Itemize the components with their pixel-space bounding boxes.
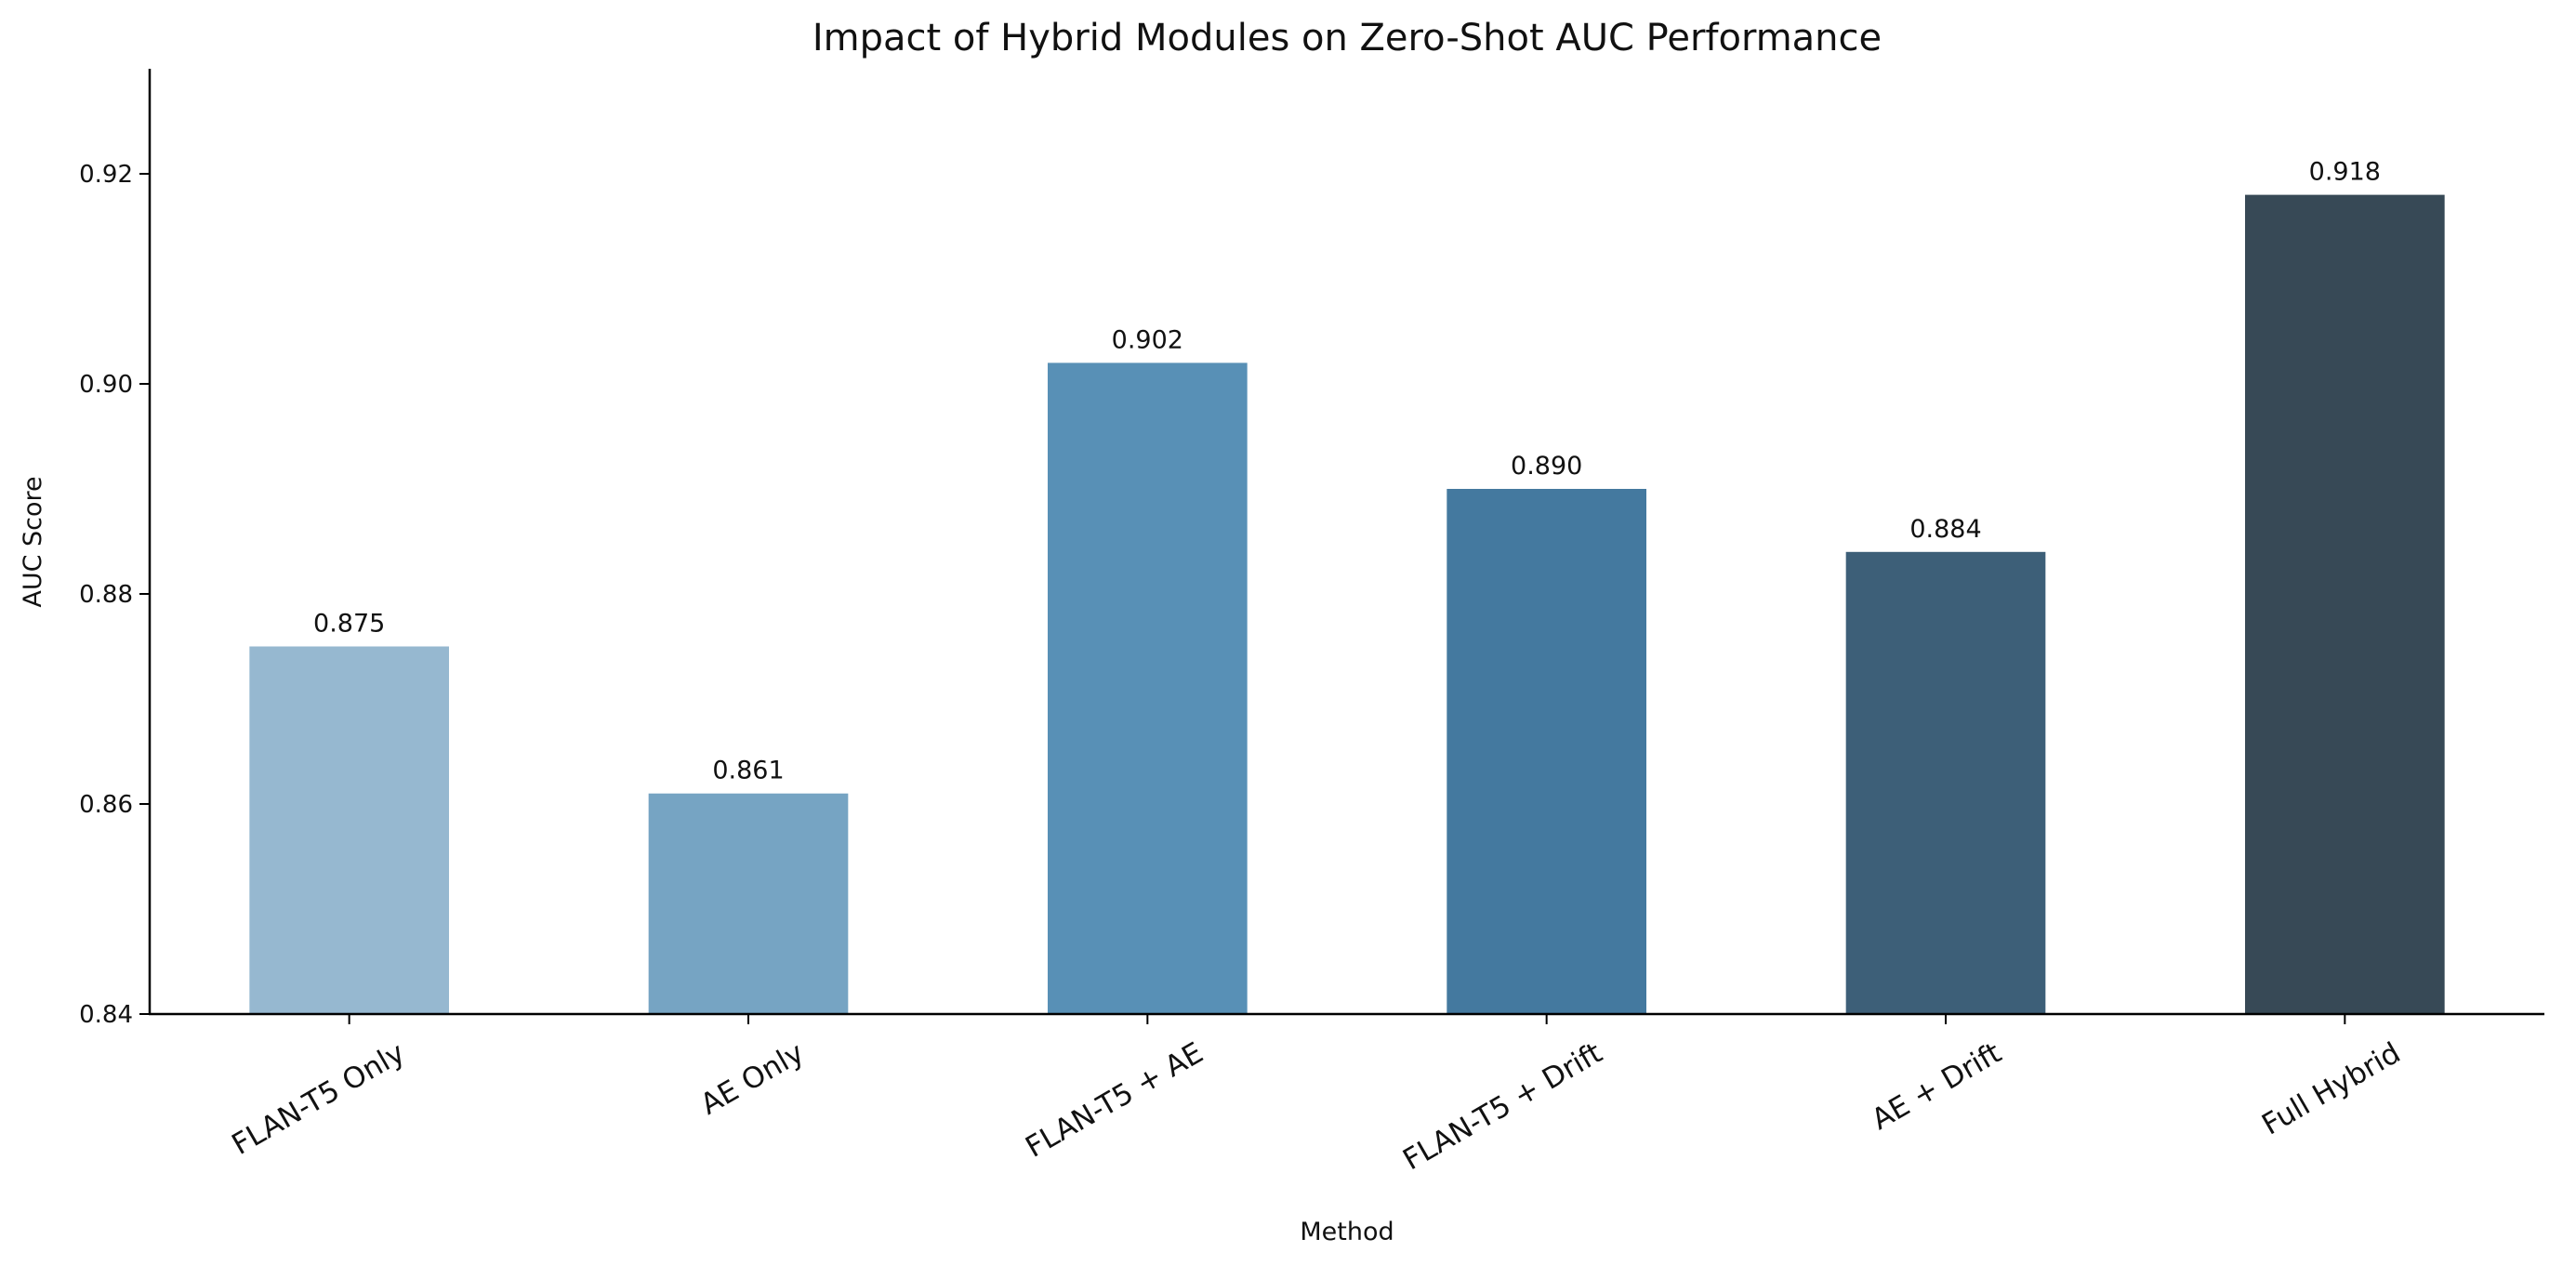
data-label-5: 0.918 (2309, 158, 2381, 187)
data-label-3: 0.890 (1511, 452, 1582, 481)
x-tick-label-1: AE Only (695, 1036, 810, 1122)
x-tick-label-0: FLAN-T5 Only (226, 1036, 410, 1162)
y-tick-label-4: 0.92 (79, 161, 133, 189)
chart-title: Impact of Hybrid Modules on Zero-Shot AU… (812, 17, 1882, 59)
x-tick-label-5: Full Hybrid (2256, 1036, 2406, 1142)
y-tick-label-1: 0.86 (79, 791, 133, 819)
data-label-4: 0.884 (1909, 515, 1981, 544)
x-tick-label-3: FLAN-T5 + Drift (1397, 1036, 1607, 1178)
bar-5 (2245, 194, 2445, 1015)
x-tick-label-4: AE + Drift (1866, 1036, 2007, 1137)
data-label-1: 0.861 (712, 757, 784, 785)
bar-4 (1845, 551, 2046, 1014)
y-axis-label: AUC Score (19, 476, 47, 607)
bar-2 (1048, 362, 1248, 1014)
y-tick-label-3: 0.90 (79, 371, 133, 399)
data-label-2: 0.902 (1112, 325, 1183, 354)
data-label-0: 0.875 (313, 610, 385, 639)
bar-3 (1447, 489, 1646, 1014)
x-axis-label: Method (1300, 1218, 1394, 1246)
y-tick-label-0: 0.84 (79, 1001, 133, 1029)
bar-0 (249, 646, 449, 1014)
x-tick-label-2: FLAN-T5 + AE (1020, 1036, 1209, 1165)
bar-1 (648, 793, 849, 1014)
y-tick-label-2: 0.88 (79, 581, 133, 609)
